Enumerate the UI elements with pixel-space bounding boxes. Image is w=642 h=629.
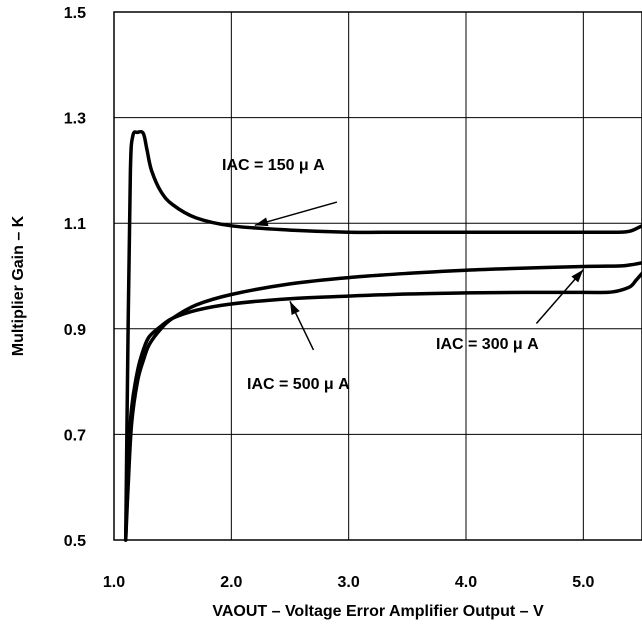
x-axis-ticks: 1.0 2.0 3.0 4.0 5.0	[103, 574, 595, 591]
annotation-arrow-line	[254, 201, 338, 227]
annotation-arrowhead	[254, 217, 269, 227]
y-tick-label: 0.9	[64, 322, 86, 339]
series-line-2	[123, 261, 642, 542]
series-line-1	[123, 129, 642, 542]
annotation-label: IAC = 500 μ A	[247, 376, 350, 393]
x-tick-label: 1.0	[103, 574, 125, 591]
annotation-arrowhead	[290, 301, 300, 316]
x-tick-label: 4.0	[455, 574, 477, 591]
x-tick-label: 5.0	[572, 574, 594, 591]
annotation-arrows	[254, 201, 584, 351]
annotation-label: IAC = 300 μ A	[436, 336, 539, 353]
y-axis-label: Multiplier Gain – K	[10, 215, 27, 356]
x-tick-label: 2.0	[220, 574, 242, 591]
annotation-arrowhead	[571, 269, 584, 283]
y-tick-label: 1.3	[64, 111, 86, 128]
y-axis-ticks: 0.5 0.7 0.9 1.1 1.3 1.5	[64, 5, 86, 550]
series-group	[123, 129, 642, 542]
annotation-labels: IAC = 150 μ A IAC = 300 μ A IAC = 500 μ A	[222, 157, 539, 393]
annotation-label: IAC = 150 μ A	[222, 157, 325, 174]
x-tick-label: 3.0	[338, 574, 360, 591]
y-tick-label: 1.5	[64, 5, 86, 22]
series-line-3	[123, 271, 642, 542]
y-tick-label: 0.7	[64, 427, 86, 444]
y-tick-label: 0.5	[64, 533, 86, 550]
x-axis-label: VAOUT – Voltage Error Amplifier Output –…	[212, 603, 544, 620]
y-tick-label: 1.1	[64, 216, 86, 233]
plot-area	[113, 11, 642, 541]
